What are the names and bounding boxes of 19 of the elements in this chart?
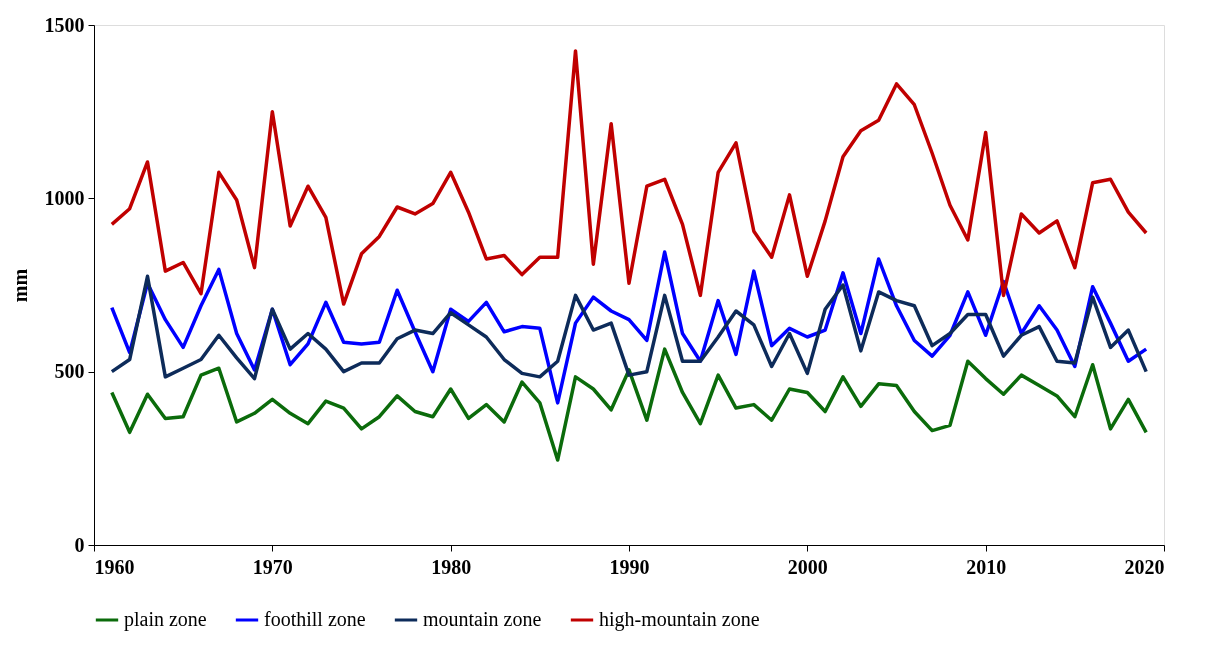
x-tick-label: 2010 xyxy=(966,555,1007,578)
y-tick-label: 500 xyxy=(54,360,85,383)
legend-label: plain zone xyxy=(124,608,207,631)
line-series xyxy=(110,49,1148,306)
x-tick-label: 1990 xyxy=(609,555,650,578)
legend-label: foothill zone xyxy=(264,608,366,630)
y-axis-title: mm xyxy=(8,268,31,303)
x-tick-label: 1980 xyxy=(431,555,472,578)
x-tick-label: 1960 xyxy=(94,555,135,578)
line-series xyxy=(110,274,1148,381)
y-tick-label: 1000 xyxy=(44,186,85,209)
x-tick-label: 2020 xyxy=(1124,555,1165,578)
legend-label: high-mountain zone xyxy=(599,608,760,631)
legend-label: mountain zone xyxy=(423,608,542,630)
line-series xyxy=(110,347,1148,462)
y-tick-label: 1500 xyxy=(44,13,85,36)
x-tick-label: 1970 xyxy=(252,555,293,578)
y-tick-label: 0 xyxy=(74,533,85,556)
x-tick-label: 2000 xyxy=(787,555,828,578)
